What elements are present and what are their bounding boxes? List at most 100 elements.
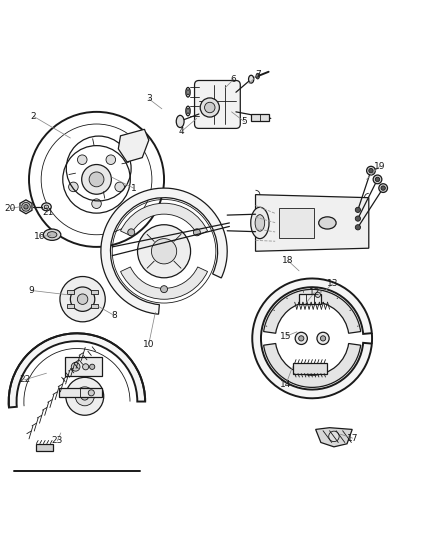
Circle shape [82, 165, 111, 194]
Polygon shape [20, 200, 32, 214]
Ellipse shape [43, 229, 61, 240]
Circle shape [115, 182, 125, 192]
Circle shape [83, 364, 89, 370]
Text: 8: 8 [111, 311, 117, 320]
Circle shape [88, 390, 94, 396]
Ellipse shape [319, 217, 336, 229]
Ellipse shape [42, 203, 51, 211]
Bar [91, 290, 98, 294]
Circle shape [69, 182, 78, 192]
Bar [67, 304, 74, 308]
Text: 1: 1 [131, 183, 136, 192]
Text: 3: 3 [146, 94, 152, 103]
Circle shape [60, 277, 105, 322]
FancyBboxPatch shape [194, 80, 240, 128]
Circle shape [160, 286, 167, 293]
Circle shape [205, 102, 215, 112]
Circle shape [355, 225, 361, 230]
Ellipse shape [186, 87, 190, 97]
Text: 19: 19 [374, 162, 385, 171]
Ellipse shape [176, 115, 184, 127]
Text: 15: 15 [280, 332, 292, 341]
Bar [280, 208, 314, 238]
Bar [299, 294, 321, 304]
Circle shape [66, 377, 104, 415]
Ellipse shape [249, 75, 254, 83]
Bar [67, 290, 74, 294]
Ellipse shape [186, 106, 190, 116]
Circle shape [381, 186, 385, 190]
Circle shape [355, 216, 361, 221]
Circle shape [295, 332, 307, 344]
Ellipse shape [187, 108, 189, 114]
Bar [91, 304, 98, 308]
Circle shape [298, 336, 304, 341]
Circle shape [369, 168, 373, 173]
Ellipse shape [256, 74, 260, 79]
Circle shape [128, 229, 135, 236]
Wedge shape [264, 343, 361, 387]
Circle shape [24, 205, 28, 209]
Text: 2: 2 [31, 112, 36, 120]
Text: 14: 14 [280, 379, 292, 389]
Circle shape [70, 287, 95, 311]
Wedge shape [121, 203, 208, 236]
Circle shape [329, 431, 339, 442]
Polygon shape [256, 195, 369, 251]
Circle shape [71, 362, 80, 371]
Text: 21: 21 [42, 207, 53, 216]
Wedge shape [252, 278, 372, 398]
Bar [293, 363, 326, 374]
Text: 23: 23 [52, 436, 63, 445]
Ellipse shape [255, 215, 265, 231]
Circle shape [373, 175, 382, 184]
Circle shape [75, 387, 94, 406]
Text: 4: 4 [179, 127, 184, 136]
Text: 17: 17 [347, 434, 358, 442]
Circle shape [379, 184, 388, 192]
Polygon shape [316, 427, 352, 447]
Text: 20: 20 [5, 204, 16, 213]
Text: 6: 6 [231, 75, 236, 84]
Circle shape [81, 392, 89, 400]
Text: 16: 16 [34, 232, 45, 241]
Text: 7: 7 [255, 70, 260, 79]
Bar [251, 115, 269, 122]
Text: 12: 12 [309, 288, 320, 297]
Circle shape [317, 332, 329, 344]
Ellipse shape [251, 207, 269, 239]
Circle shape [77, 294, 88, 304]
Circle shape [194, 229, 200, 236]
Bar [59, 389, 102, 397]
Ellipse shape [44, 205, 49, 208]
Circle shape [200, 98, 219, 117]
Circle shape [77, 155, 87, 165]
Polygon shape [118, 130, 149, 162]
Ellipse shape [187, 90, 189, 95]
Bar [35, 443, 53, 450]
Circle shape [92, 199, 101, 208]
Circle shape [367, 166, 375, 175]
Text: 22: 22 [19, 375, 30, 384]
Circle shape [138, 225, 191, 278]
Wedge shape [121, 267, 208, 299]
Circle shape [106, 155, 116, 165]
Wedge shape [101, 188, 227, 314]
Ellipse shape [47, 232, 57, 238]
Circle shape [355, 207, 361, 213]
Circle shape [320, 336, 326, 341]
Circle shape [151, 239, 177, 264]
Wedge shape [9, 333, 145, 408]
Circle shape [315, 292, 320, 297]
Wedge shape [264, 289, 361, 333]
Bar [65, 357, 102, 376]
Text: 5: 5 [242, 117, 247, 126]
Text: 10: 10 [143, 340, 155, 349]
Circle shape [89, 172, 104, 187]
Text: 13: 13 [327, 279, 338, 288]
Text: 9: 9 [28, 286, 34, 295]
Circle shape [21, 203, 30, 211]
Circle shape [90, 364, 95, 369]
Text: 18: 18 [282, 256, 294, 265]
Circle shape [375, 177, 380, 182]
